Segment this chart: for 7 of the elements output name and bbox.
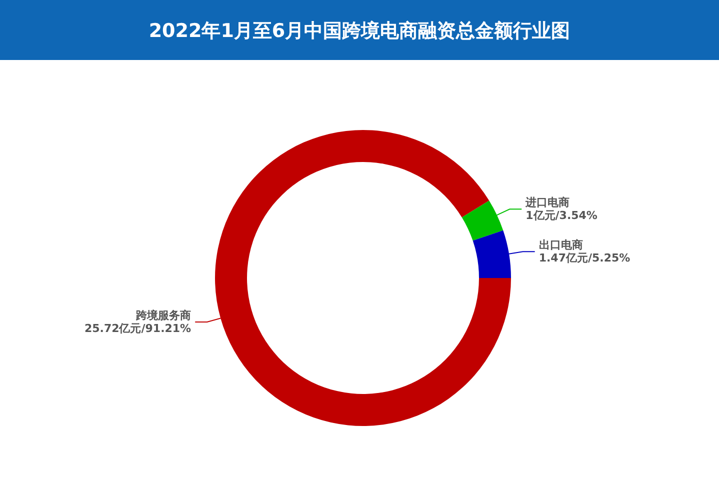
slice-label: 进口电商 [524,196,570,210]
slice-label: 跨境服务商 [135,309,192,322]
slice-label: 出口电商 [538,238,583,252]
data-label: 25.72亿元/91.21% [84,322,192,336]
data-label: 1亿元/3.54% [526,209,598,222]
chart-title: 2022年1月至6月中国跨境电商融资总金额行业图 [148,20,570,42]
data-label: 1.47亿元/5.25% [538,252,630,265]
